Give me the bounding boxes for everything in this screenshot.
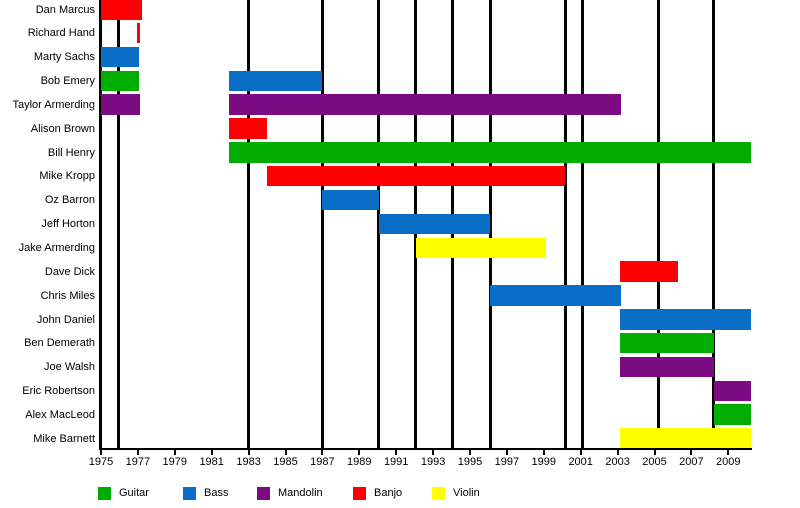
- axis-tick-label: 1979: [162, 456, 188, 468]
- legend-label-bass: Bass: [204, 487, 229, 499]
- axis-tick: [210, 450, 213, 455]
- legend-swatch-violin: [432, 487, 445, 500]
- axis-tick: [395, 450, 398, 455]
- event-line: [581, 0, 585, 449]
- axis-tick-label: 2003: [605, 456, 630, 468]
- legend-label-banjo: Banjo: [374, 487, 403, 499]
- axis-tick: [616, 450, 619, 455]
- axis-tick-label: 1975: [88, 456, 114, 468]
- member-name-label: Richard Hand: [27, 27, 95, 40]
- axis-tick: [321, 450, 324, 455]
- axis-tick: [579, 450, 582, 455]
- axis-tick: [469, 450, 471, 455]
- member-name-label: Chris Miles: [40, 289, 95, 302]
- x-axis-line: [98, 447, 752, 450]
- event-line: [712, 0, 716, 449]
- axis-tick: [690, 450, 693, 455]
- axis-tick: [136, 450, 139, 455]
- timeline-bar-mandolin: [620, 356, 714, 378]
- axis-tick: [173, 450, 176, 455]
- axis-tick: [247, 450, 250, 455]
- timeline-bar-bass: [322, 189, 379, 211]
- axis-tick-label: 2005: [642, 456, 667, 468]
- legend-swatch-mandolin: [257, 487, 270, 500]
- timeline-bar-guitar: [101, 70, 139, 92]
- member-name-label: Alex MacLeod: [25, 408, 95, 421]
- timeline-bar-banjo: [101, 0, 142, 20]
- legend-label-guitar: Guitar: [119, 487, 149, 499]
- member-name-label: Mike Barnett: [33, 432, 95, 445]
- timeline-bar-violin: [415, 237, 546, 258]
- axis-tick-label: 1983: [236, 456, 261, 468]
- timeline-bar-guitar: [620, 332, 714, 354]
- member-name-label: Oz Barron: [44, 194, 95, 207]
- member-name-label: Jake Armerding: [18, 242, 95, 254]
- axis-tick: [358, 450, 361, 455]
- axis-tick: [653, 450, 656, 455]
- axis-tick-label: 2007: [679, 456, 704, 468]
- member-name-label: Dave Dick: [44, 265, 95, 278]
- event-line: [320, 0, 324, 449]
- timeline-bar-banjo: [136, 22, 140, 44]
- legend-label-violin: Violin: [453, 487, 480, 499]
- timeline-bar-violin: [620, 428, 752, 449]
- axis-tick-label: 1985: [273, 456, 298, 468]
- axis-tick-label: 1989: [347, 456, 372, 468]
- axis-tick-label: 1995: [457, 456, 483, 468]
- axis-tick: [284, 450, 287, 455]
- axis-tick-label: 1997: [494, 456, 520, 468]
- axis-tick: [432, 450, 435, 455]
- timeline-bar-bass: [620, 309, 752, 330]
- timeline-bar-bass: [101, 46, 139, 68]
- event-line: [656, 0, 660, 449]
- member-name-label: Ben Demerath: [24, 337, 95, 350]
- member-name-label: Alison Brown: [30, 122, 95, 135]
- legend-label-mandolin: Mandolin: [278, 487, 323, 499]
- member-name-label: Dan Marcus: [35, 3, 95, 16]
- timeline-bar-bass: [378, 213, 491, 235]
- event-line: [117, 0, 121, 449]
- axis-tick: [100, 450, 102, 455]
- axis-tick-label: 2001: [568, 456, 593, 468]
- member-name-label: Bob Emery: [40, 75, 95, 88]
- event-line: [563, 0, 567, 449]
- axis-tick-label: 2009: [716, 456, 741, 468]
- timeline-bar-banjo: [229, 118, 268, 139]
- timeline-bar-mandolin: [713, 380, 752, 402]
- axis-tick-label: 1993: [420, 456, 446, 468]
- member-name-label: Eric Robertson: [22, 385, 95, 398]
- axis-tick-label: 1999: [531, 456, 557, 468]
- member-name-label: Taylor Armerding: [12, 98, 95, 111]
- axis-tick: [727, 450, 730, 455]
- member-name-label: Mike Kropp: [39, 170, 95, 183]
- timeline-bar-guitar: [713, 404, 752, 425]
- axis-tick-label: 1981: [199, 456, 224, 468]
- member-name-label: Bill Henry: [47, 146, 95, 159]
- legend-swatch-bass: [183, 487, 196, 500]
- legend-swatch-banjo: [353, 487, 366, 500]
- member-name-label: John Daniel: [36, 313, 95, 326]
- timeline-bar-mandolin: [229, 94, 622, 115]
- timeline-bar-banjo: [620, 261, 678, 282]
- timeline-bar-mandolin: [101, 94, 140, 115]
- timeline-bar-bass: [229, 70, 323, 92]
- axis-tick-label: 1991: [383, 456, 409, 468]
- timeline-bar-banjo: [267, 165, 565, 187]
- member-name-label: Jeff Horton: [41, 218, 95, 231]
- timeline-bar-guitar: [229, 142, 752, 163]
- axis-tick: [505, 450, 508, 455]
- timeline-bar-bass: [490, 285, 622, 306]
- legend-swatch-guitar: [98, 487, 111, 500]
- axis-tick: [542, 450, 545, 455]
- event-line: [488, 0, 492, 449]
- event-line: [247, 0, 251, 449]
- member-name-label: Joe Walsh: [44, 361, 95, 374]
- axis-tick-label: 1977: [125, 456, 151, 468]
- member-name-label: Marty Sachs: [33, 51, 95, 64]
- axis-tick-label: 1987: [310, 456, 335, 468]
- y-axis-line: [98, 0, 102, 449]
